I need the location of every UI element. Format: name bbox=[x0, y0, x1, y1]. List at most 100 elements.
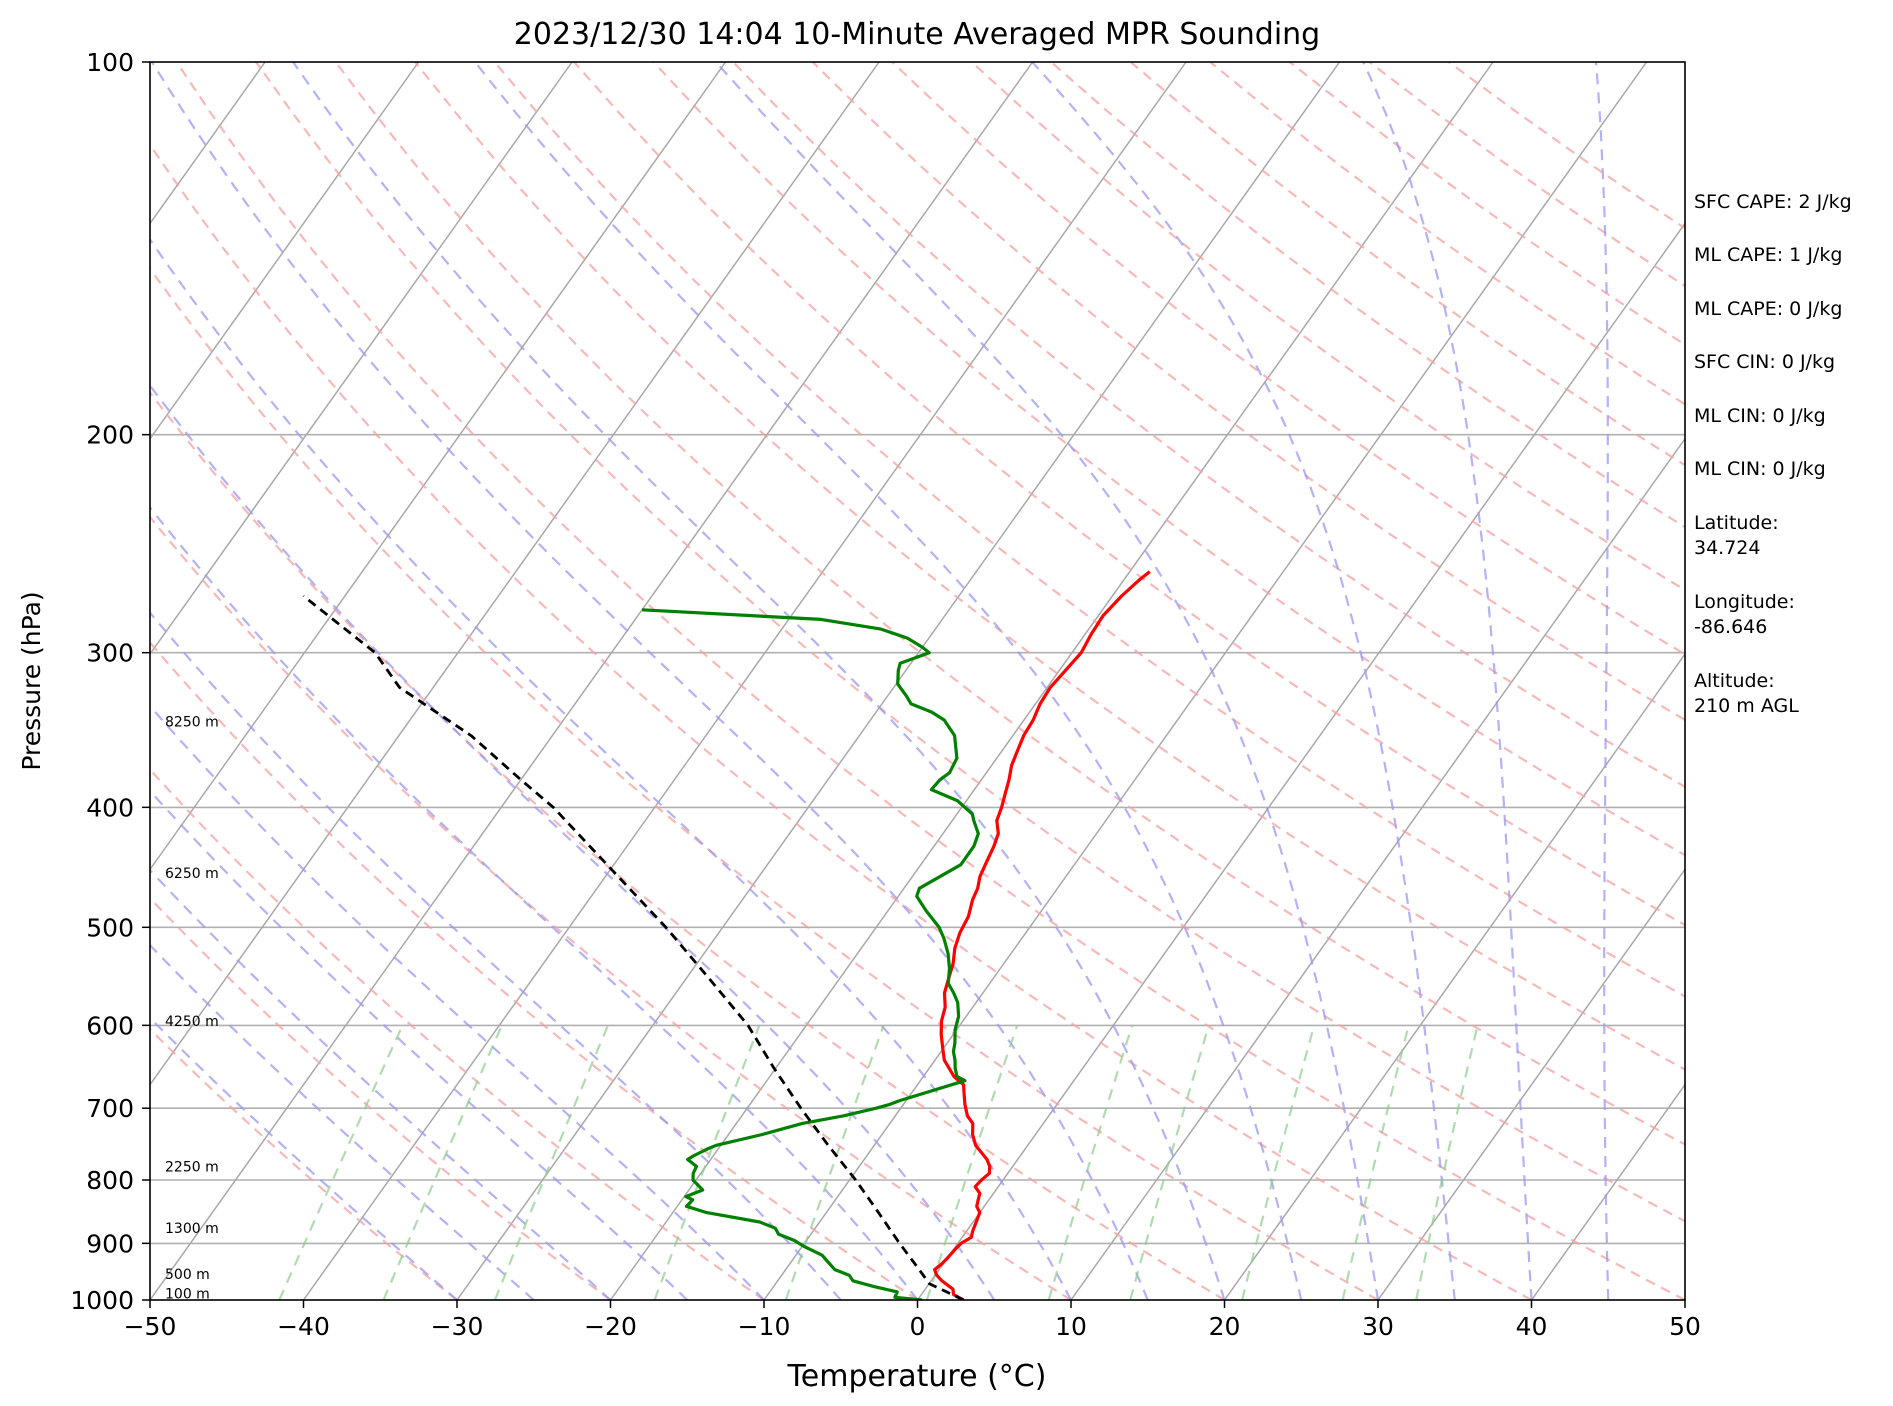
dry-adiabat-line bbox=[150, 1027, 458, 1300]
dry-adiabat-line bbox=[334, 62, 1685, 1146]
isotherm-line bbox=[1377, 868, 1685, 1300]
dry-adiabat-line bbox=[150, 390, 1226, 1300]
height-label: 1300 m bbox=[165, 1221, 219, 1237]
y-tick-label: 600 bbox=[86, 1011, 134, 1040]
dry-adiabat-line bbox=[652, 62, 1685, 857]
dry-adiabat-line bbox=[150, 896, 612, 1300]
isotherm-line bbox=[916, 222, 1685, 1300]
stat-line: ML CIN: 0 J/kg bbox=[1694, 458, 1826, 480]
mixing-ratio-line bbox=[1415, 1025, 1479, 1300]
y-tick-label: 1000 bbox=[70, 1286, 134, 1315]
moist-adiabat-line bbox=[1362, 62, 1533, 1300]
stat-line: SFC CAPE: 2 J/kg bbox=[1694, 191, 1852, 213]
dry-adiabat-line bbox=[255, 62, 1685, 1223]
moist-adiabat-line bbox=[150, 789, 689, 1300]
moist-adiabat-line bbox=[1031, 62, 1456, 1300]
isotherm-line bbox=[150, 62, 1034, 1300]
isotherm-line bbox=[150, 62, 727, 871]
moist-adiabat-line bbox=[150, 237, 1072, 1300]
moist-adiabat-line bbox=[151, 62, 1149, 1300]
stat-line: Altitude: 210 m AGL bbox=[1694, 670, 1799, 717]
dry-adiabat-line bbox=[150, 767, 765, 1300]
y-tick-label: 200 bbox=[86, 421, 134, 450]
plot-frame bbox=[149, 61, 1686, 1301]
moist-adiabat-line bbox=[150, 611, 842, 1300]
moist-adiabat-line bbox=[150, 868, 612, 1300]
x-tick-label: −10 bbox=[738, 1312, 791, 1341]
height-label: 500 m bbox=[165, 1267, 210, 1283]
isotherm-line bbox=[150, 62, 420, 441]
moist-adiabat-line bbox=[150, 505, 919, 1300]
height-label: 6250 m bbox=[165, 866, 219, 882]
y-tick-label: 700 bbox=[86, 1094, 134, 1123]
x-tick-label: 20 bbox=[1209, 1312, 1241, 1341]
y-tick-label: 300 bbox=[86, 639, 134, 668]
x-tick-label: 10 bbox=[1055, 1312, 1087, 1341]
x-tick-label: −30 bbox=[431, 1312, 484, 1341]
isotherm-line bbox=[609, 62, 1494, 1300]
x-tick-label: −20 bbox=[584, 1312, 637, 1341]
dry-adiabat-line bbox=[175, 62, 1685, 1300]
x-tick-label: 30 bbox=[1362, 1312, 1394, 1341]
height-label: 100 m bbox=[165, 1287, 210, 1303]
moist-adiabat-line bbox=[474, 62, 1303, 1300]
isotherm-line bbox=[150, 62, 573, 656]
mixing-ratio-line bbox=[1241, 1025, 1316, 1300]
mixing-ratio-line bbox=[1047, 1025, 1134, 1300]
x-tick-label: 0 bbox=[910, 1312, 926, 1341]
moist-adiabat-line bbox=[1594, 62, 1610, 1300]
dry-adiabat-line bbox=[150, 515, 1072, 1300]
height-label: 4250 m bbox=[165, 1014, 219, 1030]
stat-line: ML CAPE: 1 J/kg bbox=[1694, 244, 1843, 266]
mixing-ratio-line bbox=[784, 1025, 885, 1300]
x-tick-label: −50 bbox=[124, 1312, 177, 1341]
stat-line: SFC CIN: 0 J/kg bbox=[1694, 351, 1836, 373]
chart-title: 2023/12/30 14:04 10-Minute Averaged MPR … bbox=[514, 17, 1320, 52]
isotherm-line bbox=[1530, 1083, 1685, 1300]
dry-adiabat-line bbox=[493, 62, 1685, 998]
parcel-line bbox=[302, 594, 965, 1300]
mixing-ratio-line bbox=[278, 1024, 404, 1300]
moist-adiabat-line bbox=[150, 1016, 458, 1300]
y-axis-label: Pressure (hPa) bbox=[17, 591, 46, 770]
dry-adiabat-line bbox=[414, 62, 1685, 1071]
moist-adiabat-line bbox=[292, 62, 1226, 1300]
temperature-line bbox=[933, 570, 1151, 1300]
moist-adiabat-line bbox=[150, 704, 765, 1300]
isotherm-line bbox=[150, 62, 880, 1086]
isotherm-line bbox=[302, 62, 1187, 1300]
isotherm-line bbox=[1070, 437, 1685, 1300]
isotherm-line bbox=[1223, 652, 1685, 1300]
x-tick-label: 50 bbox=[1669, 1312, 1701, 1341]
stat-line: ML CAPE: 0 J/kg bbox=[1694, 298, 1843, 320]
moist-adiabat-line bbox=[150, 943, 535, 1300]
stat-line: Latitude: 34.724 bbox=[1694, 512, 1779, 559]
moist-adiabat-line bbox=[714, 62, 1380, 1300]
dry-adiabat-line bbox=[811, 62, 1685, 722]
moist-adiabat-line bbox=[150, 383, 996, 1300]
x-tick-label: −40 bbox=[277, 1312, 330, 1341]
y-tick-label: 100 bbox=[86, 48, 134, 77]
isotherm-line bbox=[763, 62, 1648, 1300]
stat-line: ML CIN: 0 J/kg bbox=[1694, 405, 1826, 427]
dry-adiabat-line bbox=[150, 142, 1533, 1300]
dry-adiabat-line bbox=[573, 62, 1685, 927]
dewpoint-line bbox=[642, 608, 980, 1300]
mixing-ratio-line bbox=[1129, 1025, 1210, 1300]
y-tick-label: 900 bbox=[86, 1229, 134, 1258]
mixing-ratio-line bbox=[925, 1025, 1019, 1300]
stat-line: Longitude: -86.646 bbox=[1694, 591, 1795, 638]
height-label: 8250 m bbox=[165, 715, 219, 731]
y-tick-label: 400 bbox=[86, 793, 134, 822]
mixing-ratio-line bbox=[1341, 1025, 1410, 1300]
y-tick-label: 500 bbox=[86, 913, 134, 942]
y-tick-label: 800 bbox=[86, 1166, 134, 1195]
dry-adiabat-line bbox=[150, 640, 919, 1300]
mixing-ratio-line bbox=[382, 1024, 503, 1300]
dry-adiabat-line bbox=[150, 266, 1379, 1300]
x-tick-label: 40 bbox=[1516, 1312, 1548, 1341]
x-axis-label: Temperature (°C) bbox=[787, 1359, 1047, 1394]
height-label: 2250 m bbox=[165, 1159, 219, 1175]
mixing-ratio-line bbox=[493, 1024, 609, 1300]
